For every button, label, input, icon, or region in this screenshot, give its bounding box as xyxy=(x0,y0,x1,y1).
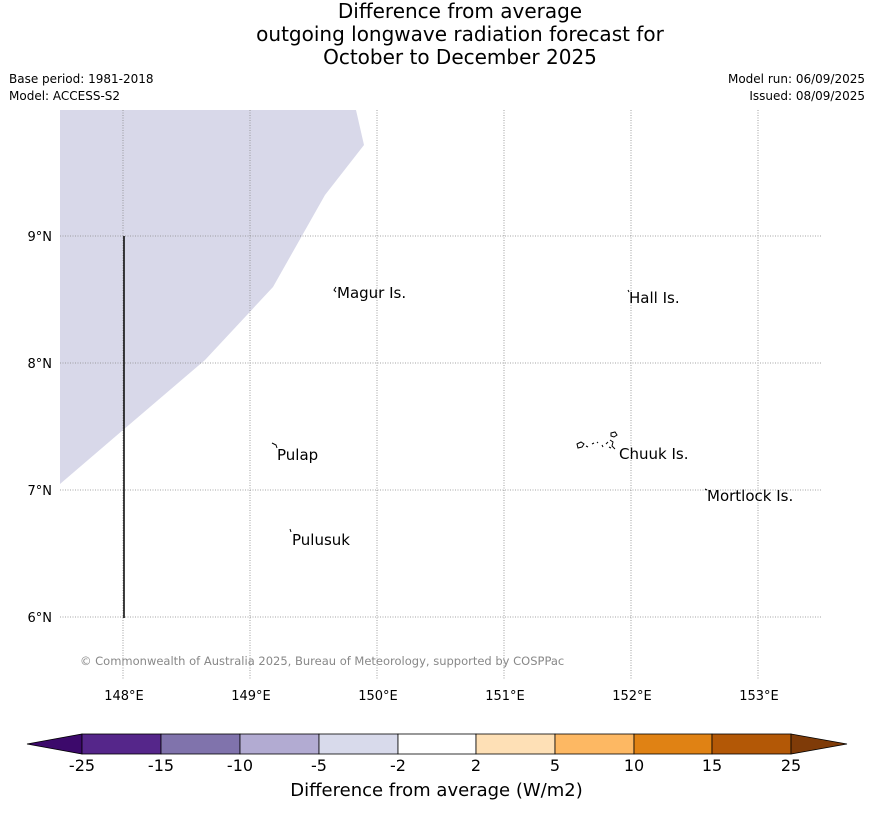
colorbar-extend-high xyxy=(790,733,848,755)
colorbar-bin-15-25 xyxy=(711,733,792,755)
colorbar-tick-10: 10 xyxy=(624,756,644,775)
colorbar-extend-low xyxy=(26,733,83,755)
title-line-3: October to December 2025 xyxy=(323,45,597,69)
title-line-2: outgoing longwave radiation forecast for xyxy=(256,22,664,46)
issued-date: Issued: 08/09/2025 xyxy=(749,89,865,103)
colorbar xyxy=(26,733,848,755)
magur-island-shape xyxy=(333,286,337,293)
colorbar-tick-minus2: -2 xyxy=(390,756,406,775)
lat-label-6: 6°N xyxy=(28,611,53,626)
place-label-mortlock: Mortlock Is. xyxy=(707,487,793,505)
colorbar-bin-5-10 xyxy=(554,733,635,755)
colorbar-bin-10-15 xyxy=(633,733,713,755)
colorbar-bin-minus5-minus2 xyxy=(318,733,399,755)
pulap-island-shape xyxy=(271,442,278,449)
lat-label-7: 7°N xyxy=(28,484,53,499)
colorbar-tick-2: 2 xyxy=(471,756,481,775)
meta-left: Base period: 1981-2018 Model: ACCESS-S2 xyxy=(9,71,154,105)
colorbar-tick-minus25: -25 xyxy=(69,756,95,775)
place-label-hall: Hall Is. xyxy=(629,289,680,307)
shaded-region xyxy=(60,110,364,484)
place-label-magur: Magur Is. xyxy=(337,284,406,302)
lon-label-150: 150°E xyxy=(358,689,398,704)
colorbar-tick-25: 25 xyxy=(781,756,801,775)
place-label-pulusuk: Pulusuk xyxy=(292,531,350,549)
graticule xyxy=(60,110,822,680)
pulusuk-island-shape xyxy=(289,528,292,533)
colorbar-bin-minus25-minus15 xyxy=(81,733,162,755)
lat-label-9: 9°N xyxy=(28,230,53,245)
mortlock-island-shape xyxy=(704,488,708,491)
copyright-notice: © Commonwealth of Australia 2025, Bureau… xyxy=(80,654,564,668)
model-name: Model: ACCESS-S2 xyxy=(9,89,121,103)
map-title: Difference from average outgoing longwav… xyxy=(0,0,873,69)
island-shapes xyxy=(271,286,708,533)
colorbar-tick-5: 5 xyxy=(550,756,560,775)
colorbar-bin-minus10-minus5 xyxy=(239,733,320,755)
colorbar-tick-minus10: -10 xyxy=(227,756,253,775)
colorbar-bin-2-5 xyxy=(475,733,556,755)
lon-label-151: 151°E xyxy=(485,689,525,704)
model-run: Model run: 06/09/2025 xyxy=(727,72,865,86)
meta-right: Model run: 06/09/2025 Issued: 08/09/2025 xyxy=(728,71,865,105)
title-line-1: Difference from average xyxy=(337,0,583,23)
lat-label-8: 8°N xyxy=(28,357,53,372)
lon-label-148: 148°E xyxy=(104,689,144,704)
place-label-chuuk: Chuuk Is. xyxy=(619,445,688,463)
colorbar-tick-minus5: -5 xyxy=(311,756,327,775)
colorbar-tick-15: 15 xyxy=(702,756,722,775)
colorbar-tick-minus15: -15 xyxy=(148,756,174,775)
hall-island-shape xyxy=(627,289,630,293)
lon-label-149: 149°E xyxy=(231,689,271,704)
lon-label-152: 152°E xyxy=(612,689,652,704)
lon-label-153: 153°E xyxy=(739,689,779,704)
place-label-pulap: Pulap xyxy=(277,446,318,464)
base-period: Base period: 1981-2018 xyxy=(9,72,154,86)
colorbar-bin-minus15-minus10 xyxy=(160,733,241,755)
chuuk-island-shapes xyxy=(576,431,618,450)
colorbar-bin-minus2-2 xyxy=(397,733,477,755)
colorbar-label: Difference from average (W/m2) xyxy=(290,780,583,801)
